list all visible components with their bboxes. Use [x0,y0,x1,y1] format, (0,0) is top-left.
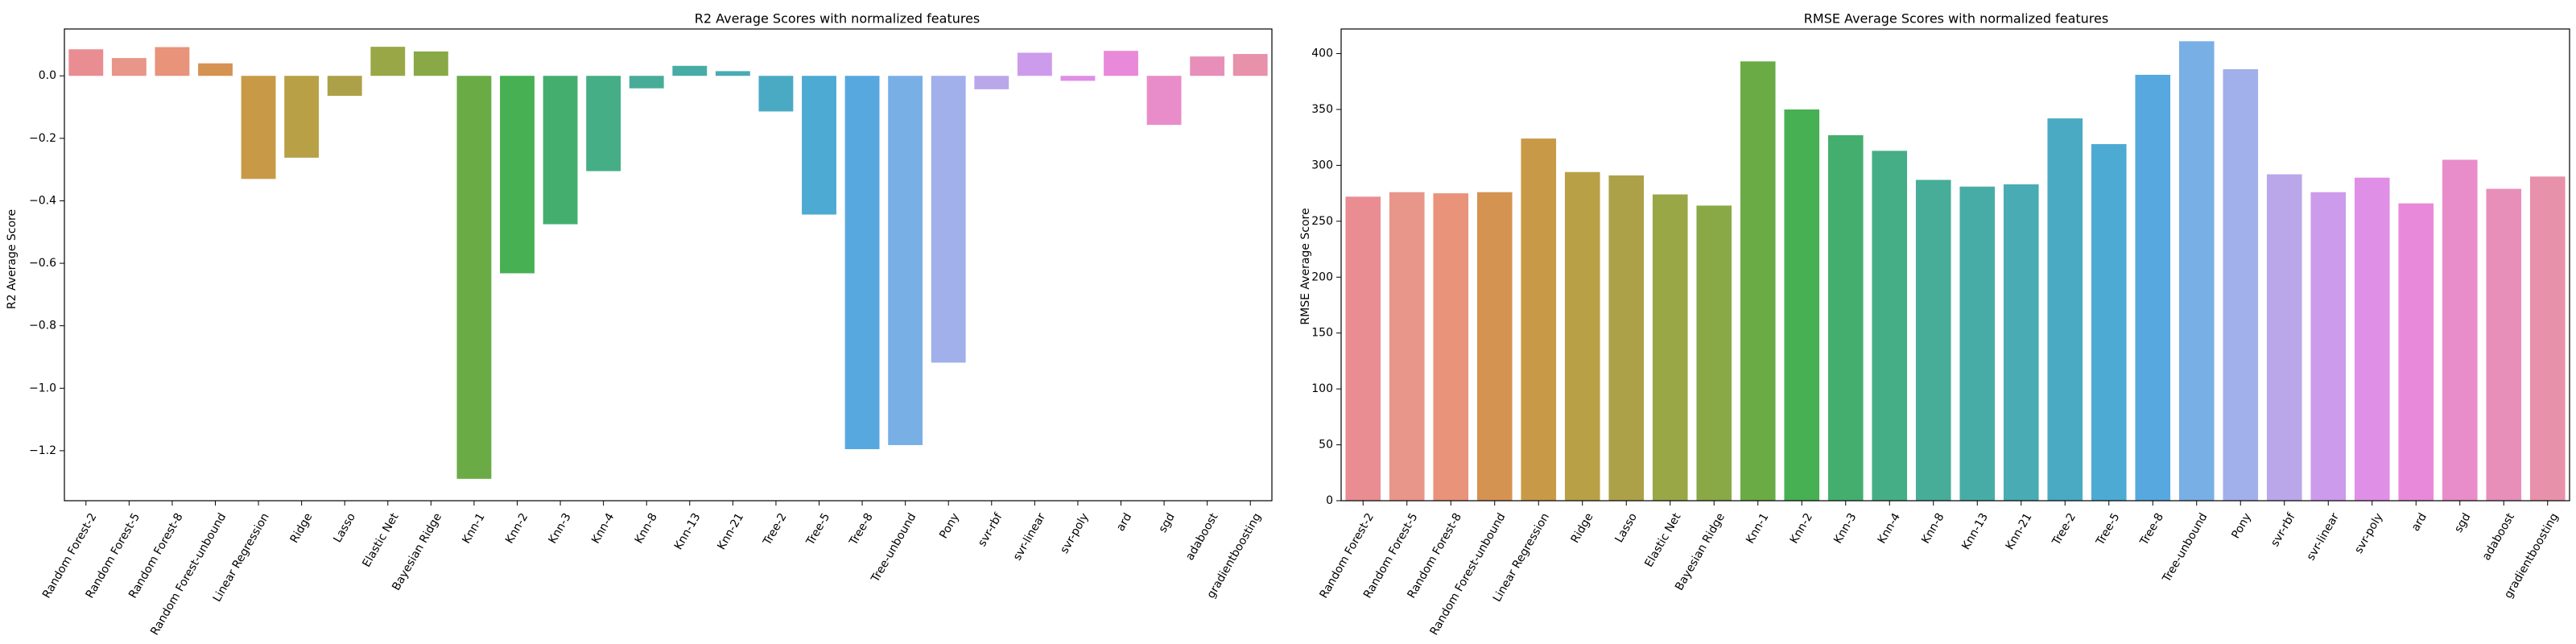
r2-bar [543,76,578,225]
rmse-y-tick-label: 0 [1326,494,1333,507]
rmse-bar [2354,177,2390,501]
r2-bar [1017,52,1052,76]
rmse-bar [1564,171,1600,502]
r2-bar [715,71,750,76]
rmse-bar [2003,184,2039,501]
r2-y-tick-label: −0.6 [29,257,56,270]
r2-bar [1190,56,1225,76]
rmse-bar [2135,74,2171,502]
r2-bar [758,76,794,112]
r2-bar [1232,54,1268,76]
rmse-bar [1915,180,1951,501]
r2-bar [241,76,276,180]
rmse-y-tick-label: 100 [1311,382,1333,395]
rmse-bars [1345,41,2566,502]
rmse-bar [2398,203,2434,501]
rmse-bar [1827,134,1864,502]
rmse-bar [1959,186,1996,502]
r2-y-ticks: 0.0 −0.2 −0.4 −0.6 −0.8 −1.0 −1.2 [29,69,64,457]
rmse-bar [1345,196,1381,502]
rmse-bar [2442,159,2478,501]
rmse-bar [1608,175,1645,501]
r2-bar [672,65,708,76]
rmse-y-tick-label: 350 [1311,103,1333,116]
r2-bar [284,76,320,158]
rmse-bar [2223,68,2259,502]
r2-bar [413,51,448,76]
r2-bar [802,76,836,215]
r2-y-axis-label: R2 Average Score [6,209,19,309]
rmse-y-axis-label: RMSE Average Score [1299,208,1312,324]
rmse-bar [1433,193,1469,501]
rmse-bar [1696,205,1732,501]
r2-bar [888,76,923,445]
rmse-y-tick-label: 150 [1311,327,1333,340]
r2-y-tick-label: −0.8 [29,320,56,332]
r2-bars [68,47,1268,479]
rmse-bar [1872,151,1908,502]
r2-bar [586,76,621,171]
rmse-bar [2529,176,2566,502]
r2-bar [1060,76,1096,81]
rmse-y-tick-label: 400 [1311,47,1333,60]
rmse-y-tick-label: 50 [1319,439,1333,452]
r2-y-tick-label: −1.2 [29,444,56,457]
rmse-y-ticks: 0 50 100 150 200 250 300 350 400 [1311,47,1341,507]
r2-bar [198,63,233,76]
rmse-chart-title: RMSE Average Scores with normalized feat… [1804,11,2108,27]
rmse-bar [2091,144,2127,501]
r2-bar [370,47,406,76]
r2-y-tick-label: −0.2 [29,132,56,145]
r2-bar [68,49,104,76]
r2-bar [629,76,664,89]
r2-bar [327,76,362,97]
rmse-y-tick-label: 250 [1311,215,1333,228]
r2-y-tick-label: 0.0 [39,69,56,82]
rmse-bar [1784,109,1820,502]
r2-y-tick-label: −1.0 [29,382,56,394]
rmse-bar [2486,188,2522,501]
rmse-y-tick-label: 300 [1311,159,1333,171]
r2-bar [500,76,535,274]
rmse-bar [1652,194,1688,501]
r2-chart-title: R2 Average Scores with normalized featur… [695,11,980,27]
r2-plot-frame [64,28,1273,502]
rmse-bar [1521,138,1557,501]
r2-bar [155,47,190,76]
rmse-bar [1740,61,1776,501]
r2-bar [844,76,880,449]
rmse-bar [2047,118,2083,501]
r2-bar [456,76,492,479]
r2-bar [1104,51,1138,76]
r2-bar [974,76,1009,89]
rmse-bar [2310,192,2347,502]
r2-bar [1146,76,1182,126]
r2-y-tick-label: −0.4 [29,194,56,207]
rmse-bar [2266,174,2302,501]
r2-bar [111,58,147,76]
r2-bar [931,76,966,363]
rmse-y-tick-label: 200 [1311,270,1333,283]
rmse-bar [1476,192,1513,502]
rmse-plot-frame [1340,28,2570,502]
rmse-bar [2178,41,2215,501]
rmse-bar [1389,192,1425,502]
